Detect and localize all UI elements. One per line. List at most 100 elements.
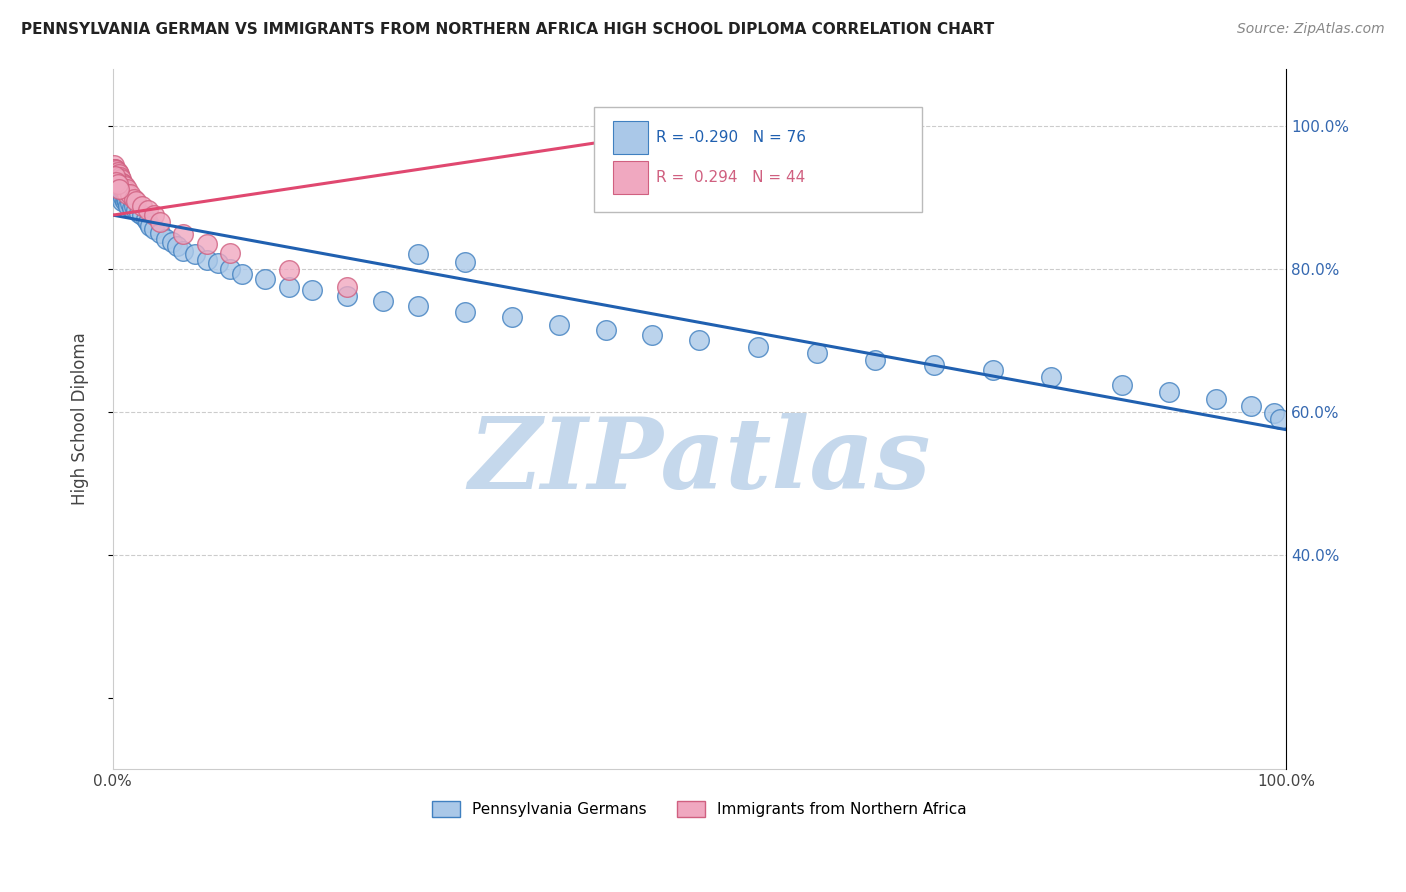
Point <box>107 171 129 186</box>
Point <box>336 279 359 293</box>
Point <box>115 186 138 201</box>
Point <box>107 186 129 201</box>
Point <box>103 161 125 176</box>
Point <box>195 253 218 268</box>
Point <box>105 170 128 185</box>
Text: Source: ZipAtlas.com: Source: ZipAtlas.com <box>1237 22 1385 37</box>
Point <box>142 208 165 222</box>
Point <box>107 176 129 190</box>
Point <box>104 179 127 194</box>
Y-axis label: High School Diploma: High School Diploma <box>72 333 89 505</box>
Point <box>108 179 131 194</box>
Point <box>110 190 132 204</box>
Point <box>107 179 129 194</box>
Point <box>1240 399 1263 413</box>
Point <box>301 283 323 297</box>
Point <box>336 289 359 303</box>
Point <box>107 178 129 192</box>
Point <box>107 181 129 195</box>
Text: R =  0.294   N = 44: R = 0.294 N = 44 <box>657 169 806 185</box>
Point <box>104 169 127 183</box>
Point <box>117 199 139 213</box>
Point <box>547 318 569 332</box>
Point <box>277 279 299 293</box>
Point <box>107 172 129 186</box>
Point <box>735 128 758 142</box>
Point <box>131 199 153 213</box>
Point <box>112 178 135 192</box>
Point <box>688 333 710 347</box>
FancyBboxPatch shape <box>593 107 922 212</box>
Point <box>172 244 194 258</box>
Point <box>104 165 127 179</box>
Point <box>1111 377 1133 392</box>
Point <box>111 176 134 190</box>
Point <box>1157 384 1180 399</box>
Point <box>184 247 207 261</box>
Point <box>105 176 128 190</box>
Point <box>110 178 132 192</box>
Point <box>166 239 188 253</box>
Point <box>105 167 128 181</box>
Point <box>371 293 394 308</box>
Point <box>122 192 145 206</box>
Point <box>104 169 127 183</box>
Point <box>122 199 145 213</box>
Point <box>110 172 132 186</box>
FancyBboxPatch shape <box>613 120 648 153</box>
Point <box>120 196 142 211</box>
Point <box>406 299 429 313</box>
Point <box>219 246 242 260</box>
Point <box>125 194 148 208</box>
Point <box>107 176 129 190</box>
Point <box>160 235 183 249</box>
Text: R = -0.290   N = 76: R = -0.290 N = 76 <box>657 129 806 145</box>
Point <box>114 186 136 201</box>
Point <box>231 268 253 282</box>
Point <box>865 353 887 368</box>
Point <box>136 215 159 229</box>
FancyBboxPatch shape <box>613 161 648 194</box>
Point <box>103 165 125 179</box>
Point <box>136 203 159 218</box>
Point <box>128 206 150 220</box>
Point <box>104 176 127 190</box>
Point <box>277 263 299 277</box>
Point <box>135 211 157 226</box>
Point <box>103 169 125 183</box>
Point <box>142 221 165 235</box>
Point <box>105 169 128 183</box>
Point <box>115 181 138 195</box>
Point <box>111 179 134 194</box>
Point <box>149 215 172 229</box>
Point <box>1268 412 1291 426</box>
Point <box>107 167 129 181</box>
Point <box>108 186 131 201</box>
Point <box>103 158 125 172</box>
Point <box>110 183 132 197</box>
Point <box>104 183 127 197</box>
Point <box>125 203 148 218</box>
Point <box>501 310 523 325</box>
Point <box>641 327 664 342</box>
Point <box>105 163 128 178</box>
Point <box>108 170 131 185</box>
Legend: Pennsylvania Germans, Immigrants from Northern Africa: Pennsylvania Germans, Immigrants from No… <box>425 794 974 825</box>
Point <box>1205 392 1227 406</box>
Point <box>103 172 125 186</box>
Point <box>254 272 277 286</box>
Point <box>131 208 153 222</box>
Point <box>114 178 136 193</box>
Point <box>172 227 194 242</box>
Point <box>107 165 129 179</box>
Point <box>112 181 135 195</box>
Point <box>155 232 177 246</box>
Text: PENNSYLVANIA GERMAN VS IMMIGRANTS FROM NORTHERN AFRICA HIGH SCHOOL DIPLOMA CORRE: PENNSYLVANIA GERMAN VS IMMIGRANTS FROM N… <box>21 22 994 37</box>
Point <box>406 247 429 261</box>
Point <box>120 186 142 201</box>
Point <box>1040 370 1063 384</box>
Point <box>1263 406 1285 420</box>
Point <box>107 169 129 184</box>
Point <box>195 236 218 251</box>
Point <box>105 174 128 188</box>
